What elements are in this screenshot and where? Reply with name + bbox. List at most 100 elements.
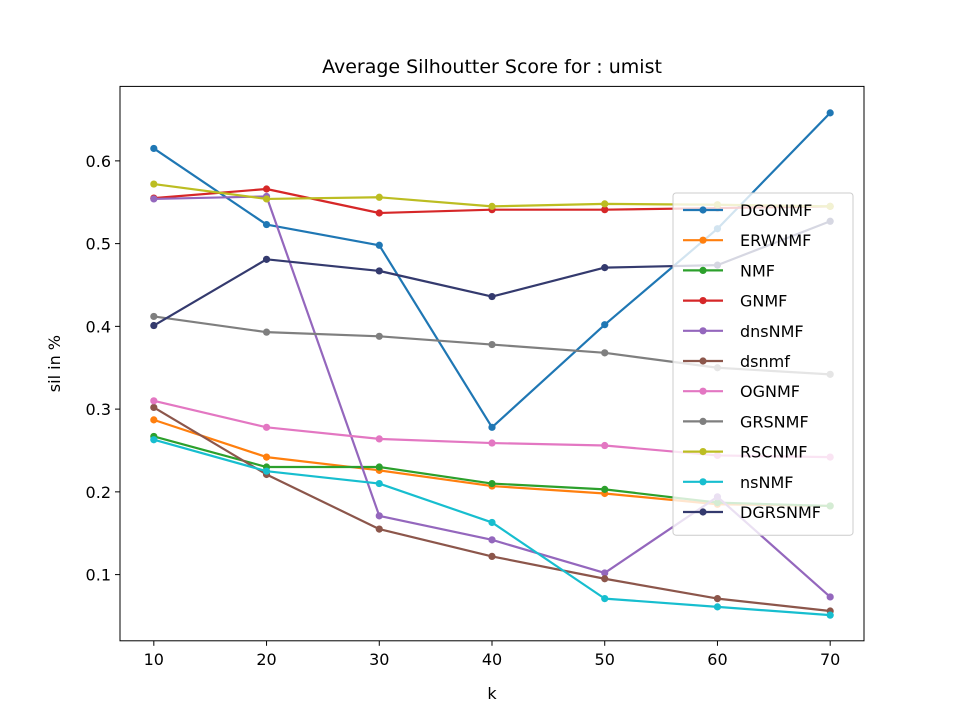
legend-item-nsnmf: nsNMF [683,473,793,492]
data-point-dnsnmf [375,512,383,520]
legend-item-ognmf: OGNMF [683,382,800,401]
data-point-dnsnmf [601,569,609,577]
legend-label: NMF [740,261,775,280]
legend-item-dgonmf: DGONMF [683,201,812,220]
data-point-ognmf [488,439,496,447]
data-point-grsnmf [375,332,383,340]
legend-item-grsnmf: GRSNMF [683,412,809,431]
x-axis-label: k [487,684,497,703]
legend-swatch-marker [699,417,707,425]
x-tick-label: 10 [144,650,164,669]
legend-swatch-marker [699,236,707,244]
x-tick-label: 40 [482,650,502,669]
data-point-dgonmf [601,321,609,329]
data-point-gnmf [262,185,271,193]
legend-label: GRSNMF [740,412,809,431]
data-point-ognmf [375,435,383,443]
data-point-rscnmf [488,202,496,210]
data-point-dgrsnmf [262,255,271,263]
data-point-nsnmf [601,594,609,603]
data-point-dgrsnmf [375,267,383,275]
legend-swatch-marker [699,357,707,365]
legend-label: nsNMF [740,473,793,492]
data-point-rscnmf [262,195,271,203]
legend-label: DGONMF [740,201,812,220]
legend-item-dsnmf: dsnmf [683,352,790,371]
x-tick-label: 20 [256,650,276,669]
legend-label: ERWNMF [740,231,811,250]
data-point-dgrsnmf [601,264,609,272]
data-point-ognmf [601,441,609,450]
data-point-rscnmf [150,180,158,188]
y-tick-label: 0.5 [86,235,111,254]
legend: DGONMF ERWNMF NMF GNMF dnsNMF dsnmf OGNMF GRSNM… [672,192,854,536]
data-point-dgonmf [150,144,158,153]
data-point-nsnmf [375,479,383,488]
data-point-nmf [488,479,496,488]
data-point-nsnmf [150,436,158,444]
legend-swatch-marker [699,387,707,395]
data-point-dgonmf [488,423,496,431]
legend-swatch-marker [699,297,707,305]
legend-label: DGRSNMF [740,503,821,522]
x-tick-label: 30 [369,650,389,669]
y-tick-label: 0.6 [86,152,111,171]
legend-label: dsnmf [740,352,790,371]
data-point-gnmf [601,206,609,214]
data-point-ognmf [262,423,271,431]
data-point-ognmf [150,397,158,405]
data-point-grsnmf [262,328,271,336]
legend-item-erwnmf: ERWNMF [683,231,811,250]
data-point-grsnmf [488,340,496,349]
legend-item-gnmf: GNMF [683,292,787,311]
y-tick-label: 0.1 [86,566,111,585]
data-point-dsnmf [375,525,383,533]
data-point-dsnmf [150,403,158,412]
data-point-nmf [601,485,609,493]
legend-item-rscnmf: RSCNMF [683,443,807,462]
x-tick-label: 60 [707,650,727,669]
legend-swatch-marker [699,478,707,486]
y-tick-label: 0.3 [86,400,111,419]
data-point-rscnmf [601,200,609,208]
data-point-dsnmf [601,575,609,583]
data-point-nsnmf [262,467,271,475]
data-point-dgrsnmf [150,321,158,330]
y-tick-label: 0.2 [86,483,111,502]
data-point-nmf [375,463,383,471]
data-point-dnsnmf [826,593,834,601]
data-point-dgonmf [826,109,834,117]
y-tick-label: 0.4 [86,317,111,336]
legend-swatch-marker [699,266,707,274]
data-point-dgonmf [262,220,271,229]
data-point-gnmf [375,209,383,217]
y-axis-label: sil in % [45,335,64,392]
data-point-nsnmf [488,518,496,527]
legend-item-nmf: NMF [683,261,775,280]
legend-label: GNMF [740,292,787,311]
data-point-rscnmf [375,193,383,201]
legend-label: OGNMF [740,382,800,401]
legend-label: dnsNMF [740,322,804,341]
legend-item-dnsnmf: dnsNMF [683,322,804,341]
legend-swatch-marker [699,327,707,335]
chart-title: Average Silhoutter Score for : umist [322,56,662,78]
data-point-erwnmf [150,416,158,424]
y-axis: 0.1 0.2 0.3 0.4 0.5 0.6 [86,152,120,585]
x-tick-label: 50 [595,650,615,669]
data-point-erwnmf [262,453,271,461]
data-point-dsnmf [713,594,722,603]
data-point-dgonmf [375,241,383,249]
legend-item-dgrsnmf: DGRSNMF [683,503,821,522]
data-point-dsnmf [488,552,496,560]
x-axis: 10 20 30 40 50 60 70 [144,640,840,669]
x-tick-label: 70 [820,650,840,669]
data-point-grsnmf [150,312,158,321]
series-nsnmf [150,436,834,619]
legend-swatch-marker [699,206,707,214]
data-point-dnsnmf [488,536,496,544]
data-point-nsnmf [713,603,722,611]
legend-swatch-marker [699,508,707,516]
legend-frame [672,192,854,536]
